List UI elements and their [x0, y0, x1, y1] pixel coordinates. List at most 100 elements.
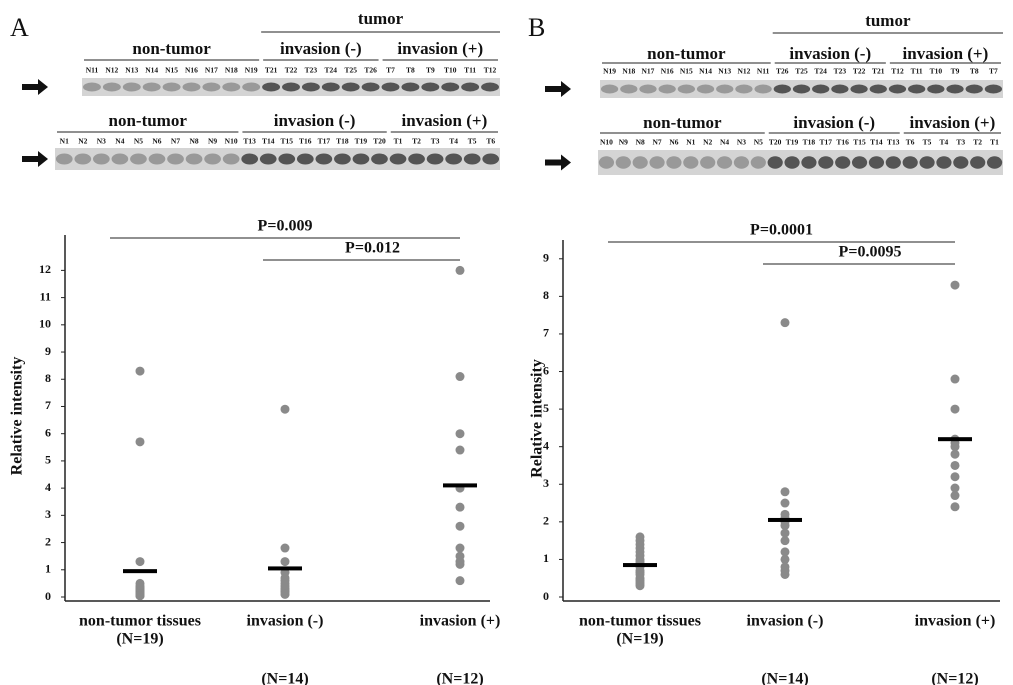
- lane-label: T19: [786, 138, 799, 147]
- category-label: non-tumor tissues: [579, 613, 701, 630]
- data-point: [951, 281, 960, 290]
- lane-label: N19: [245, 66, 258, 75]
- band: [616, 156, 631, 169]
- tumor-label: tumor: [358, 9, 404, 28]
- band: [183, 83, 201, 92]
- band: [186, 154, 203, 165]
- data-point: [456, 429, 465, 438]
- y-tick-label: 1: [45, 562, 51, 576]
- lane-label: N8: [636, 138, 645, 147]
- band: [302, 83, 320, 92]
- lane-label: N17: [642, 67, 655, 76]
- lane-label: N6: [669, 138, 678, 147]
- band: [754, 85, 771, 94]
- lane-label: T8: [970, 67, 979, 76]
- p-value: P=0.012: [345, 240, 400, 257]
- data-point: [456, 522, 465, 531]
- band: [112, 154, 129, 165]
- category-label: invasion (+): [915, 613, 996, 630]
- band: [278, 154, 295, 165]
- lane-label: T19: [355, 137, 368, 146]
- lane-label: N5: [754, 138, 763, 147]
- lane-label: N7: [171, 137, 180, 146]
- band: [717, 156, 732, 169]
- band: [774, 85, 791, 94]
- data-point: [951, 461, 960, 470]
- band: [850, 85, 867, 94]
- band: [903, 156, 918, 169]
- p-value: P=0.009: [258, 218, 313, 235]
- y-tick-label: 6: [45, 425, 51, 439]
- data-point: [781, 487, 790, 496]
- band: [316, 154, 333, 165]
- band: [683, 156, 698, 169]
- lane-label: T18: [803, 138, 816, 147]
- lane-label: T12: [891, 67, 904, 76]
- lane-label: T9: [951, 67, 960, 76]
- data-point: [456, 576, 465, 585]
- category-count: (N=19): [116, 631, 163, 648]
- p-value: P=0.0001: [750, 222, 813, 239]
- data-point: [281, 544, 290, 553]
- lane-label: T14: [262, 137, 275, 146]
- lane-label: T22: [853, 67, 866, 76]
- band: [382, 83, 400, 92]
- lane-label: T17: [318, 137, 331, 146]
- y-tick-label: 0: [543, 589, 549, 603]
- lane-label: T16: [299, 137, 312, 146]
- data-point: [456, 372, 465, 381]
- lane-label: N9: [208, 137, 217, 146]
- band: [908, 85, 925, 94]
- mean-bar: [623, 563, 657, 567]
- y-tick-label: 11: [40, 289, 51, 303]
- lane-label: T6: [486, 137, 495, 146]
- lane-label: N9: [619, 138, 628, 147]
- y-tick-label: 3: [45, 507, 51, 521]
- y-tick-label: 2: [45, 534, 51, 548]
- group-label: invasion (+): [903, 44, 989, 63]
- data-point: [456, 560, 465, 569]
- band: [869, 156, 884, 169]
- band: [919, 156, 934, 169]
- band: [242, 83, 260, 92]
- y-tick-label: 12: [39, 262, 51, 276]
- band: [784, 156, 799, 169]
- band: [371, 154, 388, 165]
- lane-label: T4: [940, 138, 949, 147]
- lane-label: N10: [600, 138, 613, 147]
- band: [342, 83, 360, 92]
- lane-label: N1: [686, 138, 695, 147]
- category-count: (N=14): [761, 671, 808, 685]
- lane-label: T16: [836, 138, 849, 147]
- band: [74, 154, 91, 165]
- y-tick-label: 10: [39, 317, 51, 331]
- lane-label: N11: [86, 66, 99, 75]
- group-label: non-tumor: [647, 44, 726, 63]
- lane-label: T6: [906, 138, 915, 147]
- lane-label: N3: [737, 138, 746, 147]
- data-point: [456, 544, 465, 553]
- band: [56, 154, 73, 165]
- lane-label: T26: [364, 66, 377, 75]
- band: [831, 85, 848, 94]
- y-tick-label: 2: [543, 514, 549, 528]
- data-point: [636, 581, 645, 590]
- lane-label: T1: [990, 138, 999, 147]
- lane-label: N11: [757, 67, 770, 76]
- lane-label: N17: [205, 66, 218, 75]
- band: [649, 156, 664, 169]
- lane-label: T3: [431, 137, 440, 146]
- band: [812, 85, 829, 94]
- band: [461, 83, 479, 92]
- band: [970, 156, 985, 169]
- y-tick-label: 5: [45, 453, 51, 467]
- lane-label: N4: [720, 138, 729, 147]
- lane-label: T12: [484, 66, 497, 75]
- lane-label: N8: [189, 137, 198, 146]
- lane-label: T10: [444, 66, 457, 75]
- data-point: [136, 557, 145, 566]
- lane-label: T9: [426, 66, 435, 75]
- lane-label: N5: [134, 137, 143, 146]
- category-count: (N=12): [436, 671, 483, 685]
- lane-label: N10: [225, 137, 238, 146]
